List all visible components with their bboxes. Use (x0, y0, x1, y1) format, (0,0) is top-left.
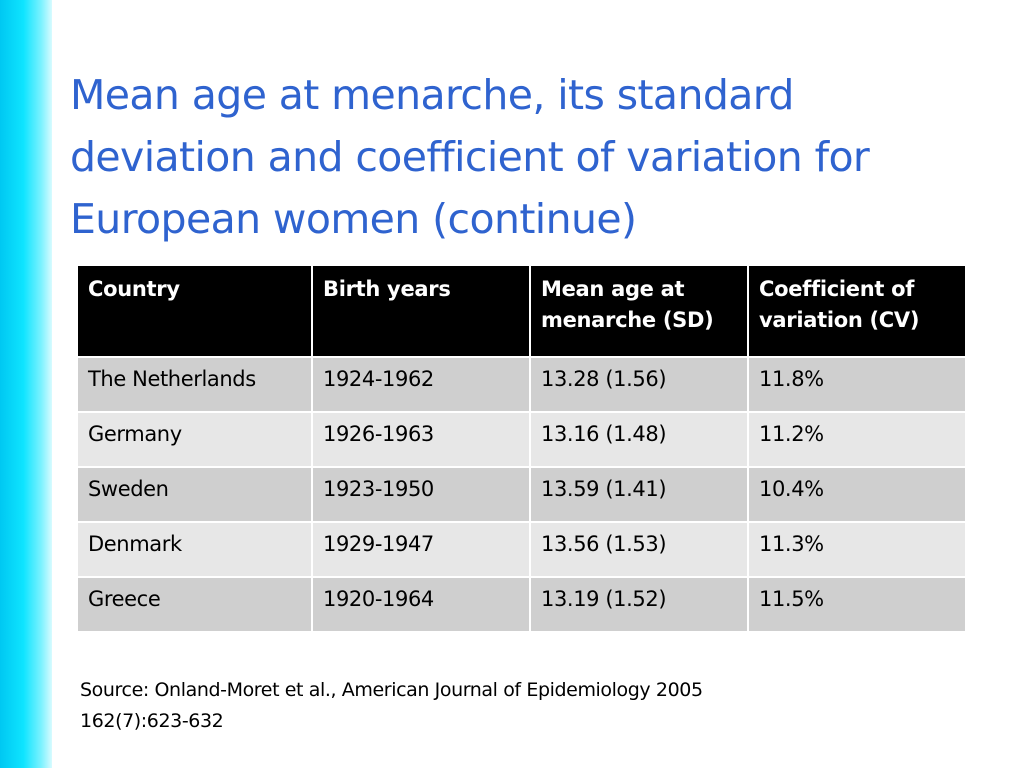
cell-mean-age: 13.19 (1.52) (529, 576, 749, 633)
cell-cv: 10.4% (747, 466, 967, 523)
cell-country: Sweden (76, 466, 313, 523)
cell-birth-years: 1920-1964 (311, 576, 531, 633)
cell-cv: 11.8% (747, 356, 967, 413)
table-header-row: Country Birth years Mean age at menarche… (76, 264, 967, 358)
table-row: The Netherlands 1924-1962 13.28 (1.56) 1… (76, 356, 967, 413)
cell-mean-age: 13.16 (1.48) (529, 411, 749, 468)
source-citation: Source: Onland-Moret et al., American Jo… (80, 675, 980, 737)
cell-birth-years: 1924-1962 (311, 356, 531, 413)
cell-mean-age: 13.59 (1.41) (529, 466, 749, 523)
cell-country: Greece (76, 576, 313, 633)
side-accent-bar (0, 0, 52, 768)
cell-mean-age: 13.28 (1.56) (529, 356, 749, 413)
table-row: Sweden 1923-1950 13.59 (1.41) 10.4% (76, 466, 967, 523)
table-row: Germany 1926-1963 13.16 (1.48) 11.2% (76, 411, 967, 468)
header-birth-years: Birth years (311, 264, 531, 358)
header-country: Country (76, 264, 313, 358)
cell-birth-years: 1929-1947 (311, 521, 531, 578)
cell-country: Germany (76, 411, 313, 468)
cell-country: The Netherlands (76, 356, 313, 413)
header-mean-age: Mean age at menarche (SD) (529, 264, 749, 358)
header-cv: Coefficient of variation (CV) (747, 264, 967, 358)
cell-cv: 11.3% (747, 521, 967, 578)
cell-birth-years: 1923-1950 (311, 466, 531, 523)
cell-birth-years: 1926-1963 (311, 411, 531, 468)
cell-cv: 11.2% (747, 411, 967, 468)
table-row: Denmark 1929-1947 13.56 (1.53) 11.3% (76, 521, 967, 578)
table-row: Greece 1920-1964 13.19 (1.52) 11.5% (76, 576, 967, 633)
cell-cv: 11.5% (747, 576, 967, 633)
cell-mean-age: 13.56 (1.53) (529, 521, 749, 578)
source-line-1: Source: Onland-Moret et al., American Jo… (80, 679, 703, 701)
source-line-2: 162(7):623-632 (80, 710, 224, 732)
data-table: Country Birth years Mean age at menarche… (76, 264, 967, 633)
slide-title: Mean age at menarche, its standard devia… (70, 71, 870, 243)
cell-country: Denmark (76, 521, 313, 578)
